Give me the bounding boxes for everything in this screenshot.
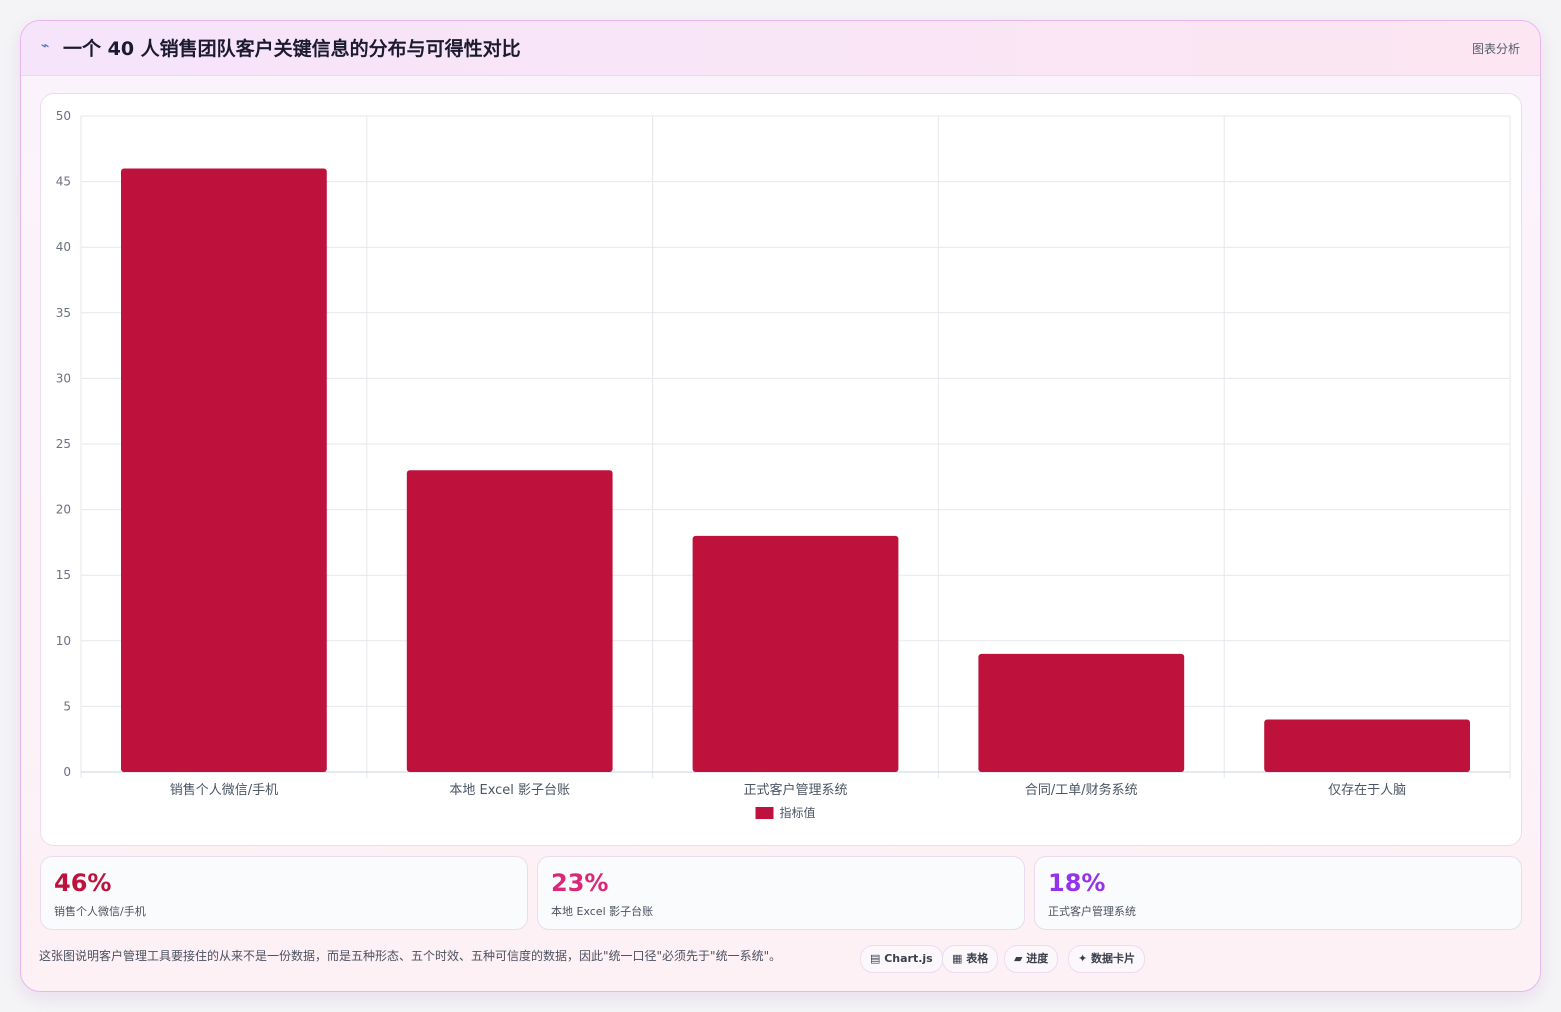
x-tick-label: 本地 Excel 影子台账 xyxy=(449,783,570,798)
stat-value-1: 46% xyxy=(54,869,112,897)
y-tick-label: 25 xyxy=(56,437,71,451)
stat-label-3: 正式客户管理系统 xyxy=(1048,905,1136,918)
y-tick-label: 50 xyxy=(56,109,71,123)
x-tick-label: 仅存在于人脑 xyxy=(1328,783,1406,798)
card-header: ⌁ 一个 40 人销售团队客户关键信息的分布与可得性对比 图表分析 xyxy=(21,21,1540,76)
chart-card: ⌁ 一个 40 人销售团队客户关键信息的分布与可得性对比 图表分析 0 5 10 15… xyxy=(20,20,1541,992)
bar xyxy=(978,653,1185,772)
y-tick-label: 30 xyxy=(56,371,71,385)
x-tick-label: 合同/工单/财务系统 xyxy=(1025,782,1138,798)
bar xyxy=(692,535,899,772)
x-tick-label: 正式客户管理系统 xyxy=(743,782,847,798)
y-tick-label: 40 xyxy=(56,240,71,254)
legend-swatch xyxy=(755,807,774,819)
chart-analysis-tag: 图表分析 xyxy=(1471,42,1520,56)
page-title: 一个 40 人销售团队客户关键信息的分布与可得性对比 xyxy=(63,38,521,60)
stat-value-2: 23% xyxy=(551,869,609,897)
y-tick-label: 15 xyxy=(56,568,71,582)
bar xyxy=(406,470,613,772)
chip-table[interactable]: ▦ 表格 xyxy=(942,945,999,973)
y-tick-label: 35 xyxy=(56,306,71,320)
bar-chart: 0 5 10 15 20 25 30 35 40 45 50 销售个人微信/手机 本地 Excel 影子… xyxy=(56,109,1511,820)
chip-chartjs[interactable]: ▤ Chart.js xyxy=(860,945,943,973)
stat-label-2: 本地 Excel 影子台账 xyxy=(551,905,654,918)
legend-label: 指标值 xyxy=(780,805,816,820)
stat-card-3: 18% 正式客户管理系统 xyxy=(1034,856,1522,930)
footer-note: 这张图说明客户管理工具要接住的从来不是一份数据，而是五种形态、五个时效、五种可信… xyxy=(39,949,782,963)
chart-container: 0 5 10 15 20 25 30 35 40 45 50 销售个人微信/手机 本地 Excel 影子… xyxy=(40,93,1522,846)
stat-card-2: 23% 本地 Excel 影子台账 xyxy=(537,856,1025,930)
stat-value-3: 18% xyxy=(1048,869,1106,897)
y-tick-label: 5 xyxy=(63,699,71,713)
stat-label-1: 销售个人微信/手机 xyxy=(54,905,146,918)
bar xyxy=(1264,719,1470,772)
stat-card-1: 46% 销售个人微信/手机 xyxy=(40,856,528,930)
chip-data-card[interactable]: ✦ 数据卡片 xyxy=(1068,945,1146,973)
chip-progress[interactable]: ▰ 进度 xyxy=(1004,945,1059,973)
x-tick-label: 销售个人微信/手机 xyxy=(170,782,278,798)
y-tick-label: 45 xyxy=(56,175,71,189)
y-tick-label: 10 xyxy=(56,634,71,648)
y-tick-label: 0 xyxy=(63,765,71,779)
y-tick-label: 20 xyxy=(56,503,71,517)
bar xyxy=(121,168,327,773)
chart-line-icon: ⌁ xyxy=(41,38,50,54)
